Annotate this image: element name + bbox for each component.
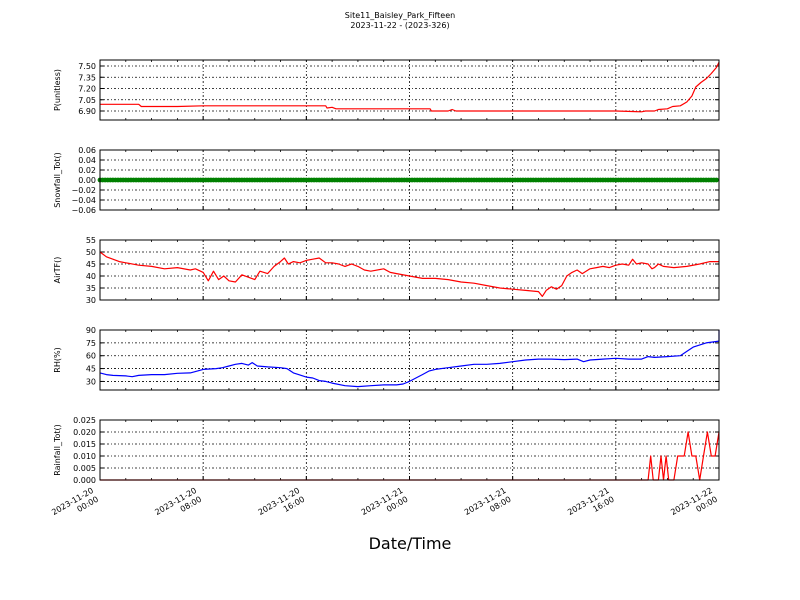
y-axis-label: RH(%) [53, 347, 62, 372]
y-tick-label: 50 [86, 248, 96, 257]
y-axis-label: P(unitless) [53, 69, 62, 111]
y-tick-label: 0.005 [73, 464, 96, 473]
y-tick-label: −0.02 [71, 186, 96, 195]
plot-frame [99, 419, 720, 481]
series-line [100, 62, 720, 113]
y-tick-label: 90 [86, 326, 96, 335]
y-tick-label: 45 [86, 365, 96, 374]
y-tick-label: 0.010 [73, 452, 96, 461]
y-tick-label: 0.015 [73, 440, 96, 449]
y-tick-label: 0.00 [78, 176, 96, 185]
y-tick-label: 30 [86, 296, 96, 305]
y-axis-label: Rainfall_Tot() [53, 424, 62, 476]
series-line [99, 251, 719, 297]
y-tick-label: 60 [86, 352, 96, 361]
plot-frame [99, 329, 720, 391]
plot-frame [99, 239, 720, 301]
y-tick-label: 0.06 [78, 146, 96, 155]
y-axis-label: AirTF() [53, 257, 62, 284]
y-tick-label: −0.06 [71, 206, 96, 215]
data-marker [714, 177, 719, 183]
plot-frame [99, 59, 720, 121]
y-tick-label: 55 [86, 236, 96, 245]
chart-subtitle: 2023-11-22 - (2023-326) [350, 21, 450, 30]
y-tick-label: 35 [86, 284, 96, 293]
plot-frame [99, 149, 720, 211]
y-tick-label: 0.000 [73, 476, 96, 485]
y-tick-label: 75 [86, 339, 96, 348]
y-tick-label: 7.50 [78, 62, 96, 71]
y-tick-label: 40 [86, 272, 96, 281]
y-tick-label: 6.90 [78, 107, 96, 116]
y-tick-label: −0.04 [71, 196, 96, 205]
y-tick-label: 45 [86, 260, 96, 269]
chart-title: Site11_Baisley_Park_Fifteen [344, 11, 456, 20]
y-tick-label: 7.20 [78, 85, 96, 94]
y-tick-label: 0.02 [78, 166, 96, 175]
y-tick-label: 7.35 [78, 73, 96, 82]
x-axis-label: Date/Time [368, 534, 452, 553]
y-tick-label: 0.04 [78, 156, 96, 165]
y-tick-label: 30 [86, 377, 96, 386]
y-axis-label: Snowfall_Tot() [53, 152, 62, 208]
y-tick-label: 0.020 [73, 428, 96, 437]
series-line [99, 330, 720, 388]
y-tick-label: 7.05 [78, 96, 96, 105]
y-tick-label: 0.025 [73, 416, 96, 425]
